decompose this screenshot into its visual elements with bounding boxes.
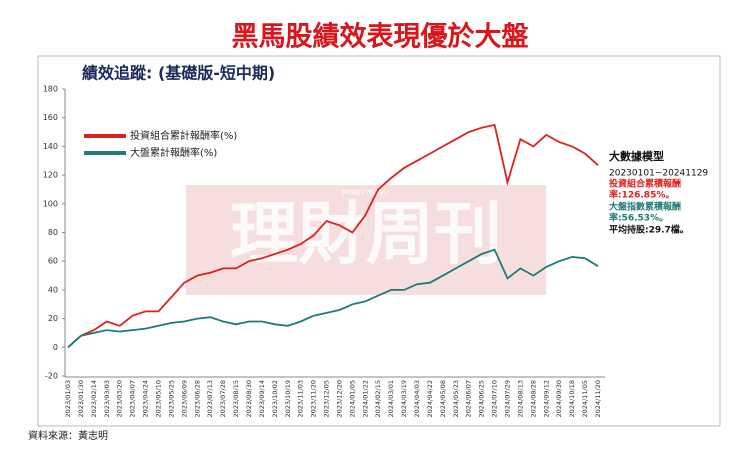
x-tick-label: 2023/11/20 [310, 380, 318, 417]
x-tick-label: 2023/05/10 [154, 380, 162, 417]
x-tick-label: 2023/02/14 [90, 380, 98, 417]
side-note: 平均持股:29.7檔。 [609, 224, 689, 236]
x-tick-label: 2024/09/30 [555, 380, 563, 417]
x-tick-label: 2024/11/20 [594, 380, 602, 417]
x-tick-label: 2024/02/15 [374, 380, 382, 417]
x-tick-label: 2023/12/05 [323, 380, 331, 417]
x-tick-label: 2023/10/02 [271, 380, 279, 417]
x-tick-label: 2023/08/15 [232, 380, 240, 417]
x-tick-label: 2024/03/19 [400, 380, 408, 417]
x-tick-label: 2023/06/09 [180, 380, 188, 417]
x-tick-label: 2023/07/28 [219, 380, 227, 417]
side-note: 率:56.53%。 [609, 212, 668, 224]
side-note: 投資組合累積報酬 [609, 178, 681, 190]
x-tick-label: 2023/01/03 [64, 380, 72, 417]
y-tick-label: 180 [43, 85, 58, 94]
y-tick-label: 160 [43, 113, 58, 122]
y-tick-label: 80 [48, 228, 58, 237]
side-note: 率:126.85%。 [609, 189, 674, 201]
y-tick-label: 120 [43, 171, 58, 180]
chart-title: 黑馬股績效表現優於大盤 [232, 21, 530, 53]
watermark-sub: MONEY WEEKLY [342, 190, 390, 197]
x-tick-label: 2024/03/01 [387, 380, 395, 417]
series-line [67, 123, 599, 348]
x-tick-label: 2024/01/22 [361, 380, 369, 417]
x-tick-label: 2023/12/20 [335, 380, 343, 417]
chart-frame [37, 55, 721, 427]
x-tick-label: 2024/08/28 [529, 380, 537, 417]
chart-subtitle: 績效追蹤: (基礎版-短中期) [82, 64, 275, 83]
x-tick-label: 2024/11/05 [581, 380, 589, 417]
side-note: 20230101~20241129 [609, 169, 708, 179]
x-tick-label: 2023/07/13 [206, 380, 214, 417]
x-tick-label: 2024/01/05 [348, 380, 356, 417]
x-tick-label: 2024/07/29 [504, 380, 512, 417]
legend-label: 大盤累計報酬率(%) [130, 146, 217, 159]
y-tick-label: 60 [48, 257, 58, 266]
x-tick-label: 2023/04/24 [142, 380, 150, 417]
y-tick-label: 40 [48, 285, 58, 294]
x-tick-label: 2023/11/03 [297, 380, 305, 417]
legend-label: 投資組合累計報酬率(%) [130, 129, 237, 142]
x-tick-label: 2023/06/28 [193, 380, 201, 417]
x-tick-label: 2024/04/22 [426, 380, 434, 417]
x-tick-label: 2023/09/14 [258, 380, 266, 417]
x-tick-label: 2024/09/12 [542, 380, 550, 417]
x-tick-label: 2024/08/13 [516, 380, 524, 417]
x-tick-label: 2023/04/07 [129, 380, 137, 417]
y-tick-label: 20 [48, 314, 58, 323]
y-tick-label: 0 [53, 343, 58, 352]
side-note: 大盤指數累積報酬 [609, 201, 681, 213]
source: 資料來源：黃志明 [28, 429, 108, 442]
series-line [67, 248, 599, 348]
y-tick-label: 100 [43, 199, 58, 208]
y-tick-label: -20 [45, 372, 58, 381]
x-tick-label: 2024/10/18 [568, 380, 576, 417]
watermark: 理財周刊 [230, 195, 502, 275]
x-tick-label: 2023/05/25 [167, 380, 175, 417]
x-tick-label: 2024/05/08 [439, 380, 447, 417]
x-tick-label: 2023/03/03 [103, 380, 111, 417]
x-tick-label: 2023/10/19 [284, 380, 292, 417]
x-tick-label: 2023/08/30 [245, 380, 253, 417]
x-tick-label: 2023/01/30 [77, 380, 85, 417]
x-tick-label: 2024/06/07 [465, 380, 473, 417]
x-tick-label: 2024/07/10 [491, 380, 499, 417]
y-tick-label: 140 [43, 142, 58, 151]
x-tick-label: 2023/03/20 [116, 380, 124, 417]
x-tick-label: 2024/04/03 [413, 380, 421, 417]
side-note: 大數據模型 [609, 149, 664, 163]
x-tick-label: 2024/05/23 [452, 380, 460, 417]
watermark-box [186, 185, 546, 295]
x-tick-label: 2024/06/25 [478, 380, 486, 417]
